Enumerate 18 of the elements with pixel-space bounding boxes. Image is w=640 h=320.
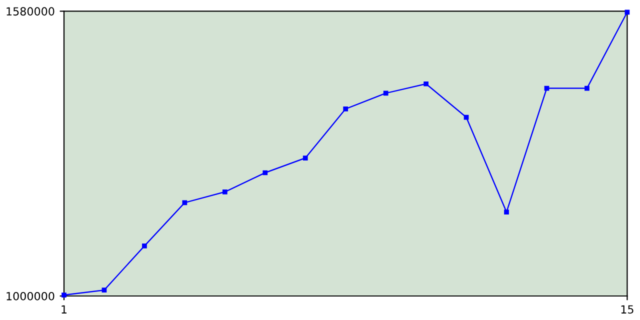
y-tick-label: 1000000 [6,292,54,300]
y-tick-label: 1580000 [6,7,54,16]
point [383,90,388,96]
point [182,200,188,206]
point [464,114,469,120]
point [343,106,348,112]
point [102,288,107,293]
x-tick-label: 1 [62,305,67,314]
point [262,170,268,176]
point [424,81,428,86]
point [504,210,509,214]
point [142,243,147,248]
point [624,10,630,15]
x-tick-label: 15 [621,305,634,314]
point [544,86,550,91]
point [222,189,228,194]
point [584,86,590,91]
point [302,156,308,160]
